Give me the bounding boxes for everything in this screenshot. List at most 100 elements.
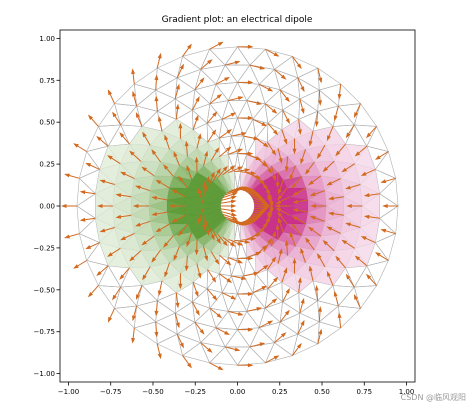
potential-triangle xyxy=(148,199,167,213)
gradient-arrow xyxy=(171,214,186,223)
arrow-head xyxy=(230,208,237,213)
arrow-head xyxy=(135,185,141,190)
potential-triangle xyxy=(326,196,344,216)
arrow-head xyxy=(346,204,352,208)
x-tick-label: −0.25 xyxy=(185,388,206,396)
arrow-head xyxy=(217,365,224,371)
gradient-arrow xyxy=(208,171,215,187)
potential-triangle xyxy=(324,144,346,162)
potential-triangle xyxy=(184,196,203,206)
gradient-arrow xyxy=(255,244,268,256)
potential-triangle xyxy=(240,222,247,241)
gradient-arrow xyxy=(237,151,254,156)
potential-triangle xyxy=(154,175,174,188)
arrow-head xyxy=(175,103,180,110)
potential-triangle xyxy=(187,246,204,264)
potential-triangle xyxy=(217,220,229,238)
gradient-arrow xyxy=(207,129,217,143)
gradient-arrow xyxy=(219,146,232,158)
gradient-arrow xyxy=(178,122,183,139)
gradient-arrow xyxy=(87,285,99,298)
arrow-head xyxy=(194,291,199,298)
gradient-arrow xyxy=(274,332,287,343)
potential-triangle xyxy=(345,248,367,268)
gradient-arrow xyxy=(206,288,218,301)
potential-triangle xyxy=(154,162,174,177)
potential-triangle xyxy=(187,179,206,192)
arrow-head xyxy=(120,236,126,241)
arrow-head xyxy=(151,257,157,263)
gradient-arrow xyxy=(203,245,208,262)
arrow-head xyxy=(224,330,230,335)
arrow-head xyxy=(375,155,381,160)
arrow-head xyxy=(178,122,183,129)
gradient-arrow xyxy=(171,189,186,198)
arrow-head xyxy=(275,223,280,230)
arrow-head xyxy=(187,43,192,50)
gradient-arrow xyxy=(275,196,290,205)
x-tick-label: 0.50 xyxy=(314,388,330,396)
arrow-head xyxy=(261,122,268,127)
arrow-head xyxy=(247,363,254,368)
arrow-head xyxy=(308,226,314,232)
gradient-arrow xyxy=(308,131,314,147)
potential-triangle xyxy=(162,262,181,281)
gradient-arrow xyxy=(353,103,361,118)
potential-triangle xyxy=(246,220,258,238)
gradient-arrow xyxy=(305,237,315,251)
potential-triangle xyxy=(240,221,247,240)
potential-triangle xyxy=(313,266,333,286)
potential-triangle xyxy=(120,233,141,251)
gradient-arrow xyxy=(212,230,221,245)
arrow-head xyxy=(222,165,228,172)
gradient-arrow xyxy=(157,115,163,132)
arrow-head xyxy=(115,193,122,198)
arrow-head xyxy=(326,135,331,142)
x-tick-label: −0.75 xyxy=(100,388,121,396)
potential-triangle xyxy=(203,230,218,247)
potential-triangle xyxy=(278,255,295,274)
potential-triangle xyxy=(129,144,151,162)
gradient-arrow xyxy=(228,238,244,246)
gradient-arrow xyxy=(237,363,254,368)
arrow-head xyxy=(229,241,236,247)
arrow-head xyxy=(216,167,221,174)
arrow-head xyxy=(202,181,207,187)
gradient-arrow xyxy=(258,83,274,92)
potential-triangle xyxy=(334,248,355,268)
gradient-arrow xyxy=(219,254,232,266)
arrow-head xyxy=(230,295,237,300)
potential-triangle xyxy=(267,263,282,283)
gradient-arrow xyxy=(314,285,319,301)
gradient-arrow xyxy=(252,285,268,294)
arrow-head xyxy=(164,271,169,278)
gradient-arrow xyxy=(263,237,273,252)
gradient-arrow xyxy=(380,228,396,235)
gradient-arrow xyxy=(196,263,202,279)
gradient-arrow xyxy=(228,257,244,264)
gradient-arrow xyxy=(292,208,309,213)
arrow-head xyxy=(173,255,178,261)
arrow-head xyxy=(284,239,289,246)
arrow-head xyxy=(216,313,223,319)
gradient-arrow xyxy=(218,273,233,283)
gradient-arrow xyxy=(132,305,138,322)
arrow-head xyxy=(232,192,238,197)
gradient-arrow xyxy=(237,256,254,261)
potential-triangle xyxy=(324,215,344,234)
potential-triangle xyxy=(354,242,376,266)
gradient-arrow xyxy=(217,165,228,179)
arrow-head xyxy=(255,251,262,256)
potential-triangle xyxy=(211,234,223,252)
arrow-head xyxy=(238,186,245,191)
potential-triangle xyxy=(196,148,212,166)
arrow-head xyxy=(226,278,233,283)
gradient-arrow xyxy=(200,59,213,70)
potential-triangle xyxy=(142,126,162,146)
arrow-head xyxy=(326,226,333,231)
gradient-arrow xyxy=(132,90,138,107)
y-axis: 1.00 0.75 0.50 0.25 0.00 −0.25 −0.50 −0.75 −1.00 xyxy=(34,35,60,378)
potential-triangle xyxy=(305,250,325,267)
arrow-head xyxy=(202,225,207,231)
